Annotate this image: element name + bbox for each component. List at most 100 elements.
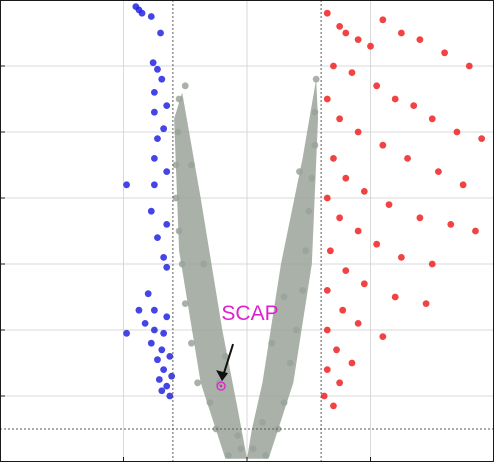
up-point (361, 188, 368, 195)
up-point (466, 63, 473, 70)
neutral-point-cloud (174, 79, 318, 459)
down-point (139, 10, 146, 17)
neutral-point (305, 208, 312, 215)
up-point (373, 241, 380, 248)
up-point (367, 43, 374, 50)
up-point (460, 181, 467, 188)
neutral-point (179, 261, 186, 268)
neutral-point (188, 162, 195, 169)
down-point (151, 109, 158, 116)
up-point (324, 96, 331, 103)
up-point (355, 129, 362, 136)
up-point (441, 49, 448, 56)
down-point (168, 373, 175, 380)
neutral-point (173, 195, 180, 202)
down-point (163, 168, 170, 175)
up-point (324, 366, 331, 373)
down-point (163, 313, 170, 320)
down-point (160, 125, 167, 132)
down-point (148, 13, 155, 20)
up-point (330, 155, 337, 162)
neutral-point (176, 96, 183, 103)
up-point (423, 300, 430, 307)
neutral-point (299, 287, 306, 294)
neutral-point (173, 162, 180, 169)
up-point (392, 294, 399, 301)
neutral-point (312, 109, 319, 116)
down-point (166, 353, 173, 360)
down-point (151, 155, 158, 162)
neutral-point (176, 228, 183, 235)
down-point (123, 181, 130, 188)
up-point (333, 346, 340, 353)
up-point (429, 261, 436, 268)
neutral-point (182, 82, 189, 89)
down-point (160, 366, 167, 373)
up-point (342, 267, 349, 274)
down-point (157, 30, 164, 37)
neutral-point (188, 340, 195, 347)
neutral-point (259, 419, 266, 426)
up-point (379, 333, 386, 340)
down-point (156, 376, 163, 383)
up-point (398, 30, 405, 37)
up-point (330, 63, 337, 70)
down-point (151, 307, 158, 314)
neutral-point (182, 300, 189, 307)
up-point (339, 307, 346, 314)
down-point (166, 393, 173, 400)
neutral-point (225, 452, 232, 459)
up-point (336, 115, 343, 122)
up-point (342, 175, 349, 182)
up-point (324, 287, 331, 294)
up-point (454, 129, 461, 136)
down-point (158, 76, 165, 83)
scap-highlight-dot (220, 385, 223, 388)
down-point (154, 66, 161, 73)
up-point (324, 10, 331, 17)
neutral-point (200, 261, 207, 268)
neutral-point (287, 360, 294, 367)
up-point (342, 30, 349, 37)
up-point (410, 102, 417, 109)
up-point (336, 214, 343, 221)
down-point (154, 234, 161, 241)
up-point (349, 360, 356, 367)
up-point (324, 195, 331, 202)
down-point (163, 264, 170, 271)
down-point (151, 327, 158, 334)
down-point (160, 254, 167, 261)
up-point (379, 142, 386, 149)
up-point (379, 16, 386, 23)
neutral-point (293, 327, 300, 334)
up-point (327, 247, 334, 254)
up-point (355, 228, 362, 235)
neutral-point (194, 379, 201, 386)
up-point (404, 155, 411, 162)
up-point (321, 393, 328, 400)
down-point (160, 330, 167, 337)
up-point (435, 168, 442, 175)
up-point (324, 327, 331, 334)
down-point (158, 387, 165, 394)
neutral-point (296, 168, 303, 175)
neutral-point (262, 452, 269, 459)
up-point (355, 320, 362, 327)
neutral-point (207, 399, 214, 406)
neutral-point (281, 399, 288, 406)
down-point (145, 290, 152, 297)
down-point (150, 59, 157, 66)
up-point (373, 82, 380, 89)
down-point (154, 356, 161, 363)
neutral-point (174, 129, 181, 136)
down-point (142, 320, 149, 327)
neutral-point (250, 445, 257, 452)
up-point (386, 201, 393, 208)
up-point (478, 135, 485, 142)
down-point (123, 330, 130, 337)
up-point (429, 115, 436, 122)
neutral-point (234, 432, 241, 439)
neutral-point (281, 294, 288, 301)
